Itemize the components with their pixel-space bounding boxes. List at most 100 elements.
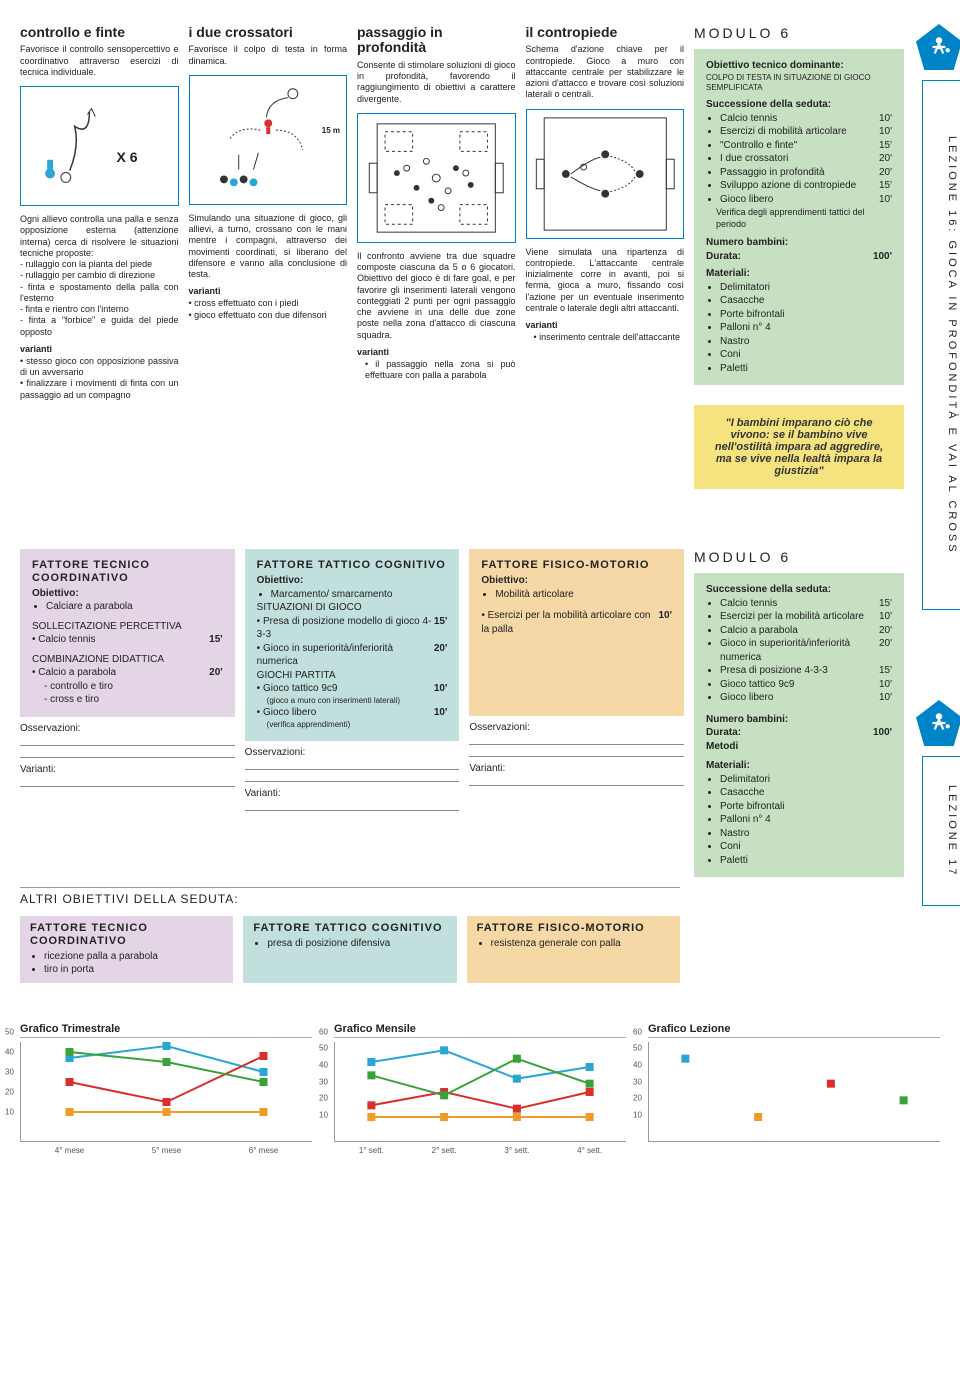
exercise-body: Viene simulata una ripartenza di controp… xyxy=(526,247,685,315)
list-item: Calcio tennis15' xyxy=(720,597,892,611)
var-label: Varianti: xyxy=(245,788,460,799)
factor-title: FATTORE TATTICO COGNITIVO xyxy=(257,559,448,572)
mat-head: Materiali: xyxy=(706,759,892,773)
list-item: Presa di posizione 4-3-315' xyxy=(720,664,892,678)
observations-lines: Osservazioni: Varianti: xyxy=(20,723,235,787)
list-item: Gioco libero10' xyxy=(720,691,892,705)
obj-head: Obiettivo tecnico dominante: xyxy=(706,59,892,73)
num-head: Numero bambini: xyxy=(706,713,892,727)
obj-item: Mobilità articolare xyxy=(495,588,672,602)
exercise-diagram: X 6 xyxy=(20,86,179,206)
list-item: I due crossatori20' xyxy=(720,152,892,166)
exercise-title: controllo e finte xyxy=(20,25,179,40)
obj-head: Obiettivo: xyxy=(32,587,223,601)
list-item: "Controllo e finte"15' xyxy=(720,139,892,153)
exercise-contropiede: il contropiede Schema d'azione chiave pe… xyxy=(526,25,685,489)
variants-head: varianti xyxy=(20,344,179,354)
chart-title: Grafico Mensile xyxy=(334,1023,626,1038)
observations-lines: Osservazioni: Varianti: xyxy=(469,722,684,786)
item-label: Calcio a parabola xyxy=(38,667,116,678)
other-obj-header: ALTRI OBIETTIVI DELLA SEDUTA: xyxy=(20,887,680,906)
chart-title: Grafico Trimestrale xyxy=(20,1023,312,1038)
list-item: Calcio a parabola20' xyxy=(720,624,892,638)
item-dur: 10' xyxy=(659,609,673,636)
var-label: Varianti: xyxy=(20,764,235,775)
exercise-title: i due crossatori xyxy=(189,25,348,40)
item-dur: 10' xyxy=(434,706,448,720)
obs-label: Osservazioni: xyxy=(245,747,460,758)
exercise-diagram: 15 m xyxy=(189,75,348,205)
factor-title: FATTORE FISICO-MOTORIO xyxy=(481,559,672,572)
dur-val: 100' xyxy=(873,726,892,740)
list-item: Paletti xyxy=(720,362,892,376)
section-head: GIOCHI PARTITA xyxy=(257,669,448,683)
chart-lezione: Grafico Lezione 102030405060 xyxy=(648,1023,940,1142)
sub-item: - cross e tiro xyxy=(32,693,223,707)
section-head: COMBINAZIONE DIDATTICA xyxy=(32,653,223,667)
item-dur: 20' xyxy=(434,642,448,669)
list-item: Gioco libero10' xyxy=(720,193,892,207)
module-6b-box: Successione della seduta: Calcio tennis1… xyxy=(694,573,904,877)
num-head: Numero bambini: xyxy=(706,236,892,250)
module-6-box: Obiettivo tecnico dominante: COLPO DI TE… xyxy=(694,49,904,385)
dur-val: 100' xyxy=(873,250,892,264)
distance-label: 15 m xyxy=(322,126,340,135)
variants-head: varianti xyxy=(357,347,516,357)
exercise-intro: Consente di stimolare soluzioni di gioco… xyxy=(357,60,516,105)
list-item: Gioco in superiorità/inferiorità numeric… xyxy=(720,637,892,664)
item-label: Presa di posizione modello di gioco 4-3-… xyxy=(257,616,432,641)
list-item: Delimitatori xyxy=(720,773,892,787)
materials-list: DelimitatoriCasacchePorte bifrontaliPall… xyxy=(706,773,892,868)
materials-list: DelimitatoriCasacchePorte bifrontaliPall… xyxy=(706,281,892,376)
factor-cogn-box: FATTORE TATTICO COGNITIVO Obiettivo: Mar… xyxy=(245,549,460,740)
met-head: Metodi xyxy=(706,740,892,754)
list-item: Nastro xyxy=(720,335,892,349)
variants-body: • il passaggio nella zona si può effettu… xyxy=(357,359,516,382)
list-item: Coni xyxy=(720,840,892,854)
observations-lines: Osservazioni: Varianti: xyxy=(245,747,460,811)
chart-mensile: Grafico Mensile 1020304050601° sett.2° s… xyxy=(334,1023,626,1142)
exercise-diagram xyxy=(526,109,685,239)
item-dur: 15' xyxy=(434,615,448,642)
item-label: Esercizi per la mobilità articolare con … xyxy=(481,610,650,635)
list-item: Paletti xyxy=(720,854,892,868)
exercise-body: Ogni allievo controlla una palla e senza… xyxy=(20,214,179,338)
verify-text: Verifica degli apprendimenti tattici del… xyxy=(716,206,892,230)
exercise-intro: Schema d'azione chiave per il contropied… xyxy=(526,44,685,100)
other-cogn: FATTORE TATTICO COGNITIVO presa di posiz… xyxy=(243,916,456,982)
obj-head: Obiettivo: xyxy=(481,574,672,588)
mat-head: Materiali: xyxy=(706,267,892,281)
item-label: Gioco in superiorità/inferiorità numeric… xyxy=(257,643,393,668)
sub-item: - controllo e tiro xyxy=(32,680,223,694)
list-item: Passaggio in profondità20' xyxy=(720,166,892,180)
obs-label: Osservazioni: xyxy=(469,722,684,733)
succession-list: Calcio tennis10'Esercizi di mobilità art… xyxy=(706,112,892,207)
obj-item: Calciare a parabola xyxy=(46,600,223,614)
list-item: Palloni n° 4 xyxy=(720,813,892,827)
list-item: Coni xyxy=(720,348,892,362)
list-item: Nastro xyxy=(720,827,892,841)
module-6-title: MODULO 6 xyxy=(694,25,904,41)
exercise-intro: Favorisce il colpo di testa in forma din… xyxy=(189,44,348,67)
succ-head: Successione della seduta: xyxy=(706,98,892,112)
exercise-intro: Favorisce il controllo sensopercettivo e… xyxy=(20,44,179,78)
list-item: presa di posizione difensiva xyxy=(267,937,446,951)
exercise-controllo: controllo e finte Favorisce il controllo… xyxy=(20,25,179,489)
succession-list: Calcio tennis15'Esercizi per la mobilità… xyxy=(706,597,892,705)
factor-coord-box: FATTORE TECNICO COORDINATIVO Obiettivo: … xyxy=(20,549,235,716)
list-item: Casacche xyxy=(720,294,892,308)
variants-body: • stesso gioco con opposizione passiva d… xyxy=(20,356,179,401)
var-label: Varianti: xyxy=(469,763,684,774)
list-item: Sviluppo azione di contropiede15' xyxy=(720,179,892,193)
item-dur: 20' xyxy=(209,666,223,680)
list-item: Casacche xyxy=(720,786,892,800)
list-item: Esercizi per la mobilità articolare10' xyxy=(720,610,892,624)
exercise-crossatori: i due crossatori Favorisce il colpo di t… xyxy=(189,25,348,489)
obj-item: Marcamento/ smarcamento xyxy=(271,588,448,602)
exercise-title: il contropiede xyxy=(526,25,685,40)
dur-head: Durata: xyxy=(706,726,741,740)
item-label: Calcio tennis xyxy=(38,634,95,645)
item-label: Gioco tattico 9c9 xyxy=(263,683,337,694)
list-item: Delimitatori xyxy=(720,281,892,295)
exercise-body: Simulando una situazione di gioco, gli a… xyxy=(189,213,348,281)
